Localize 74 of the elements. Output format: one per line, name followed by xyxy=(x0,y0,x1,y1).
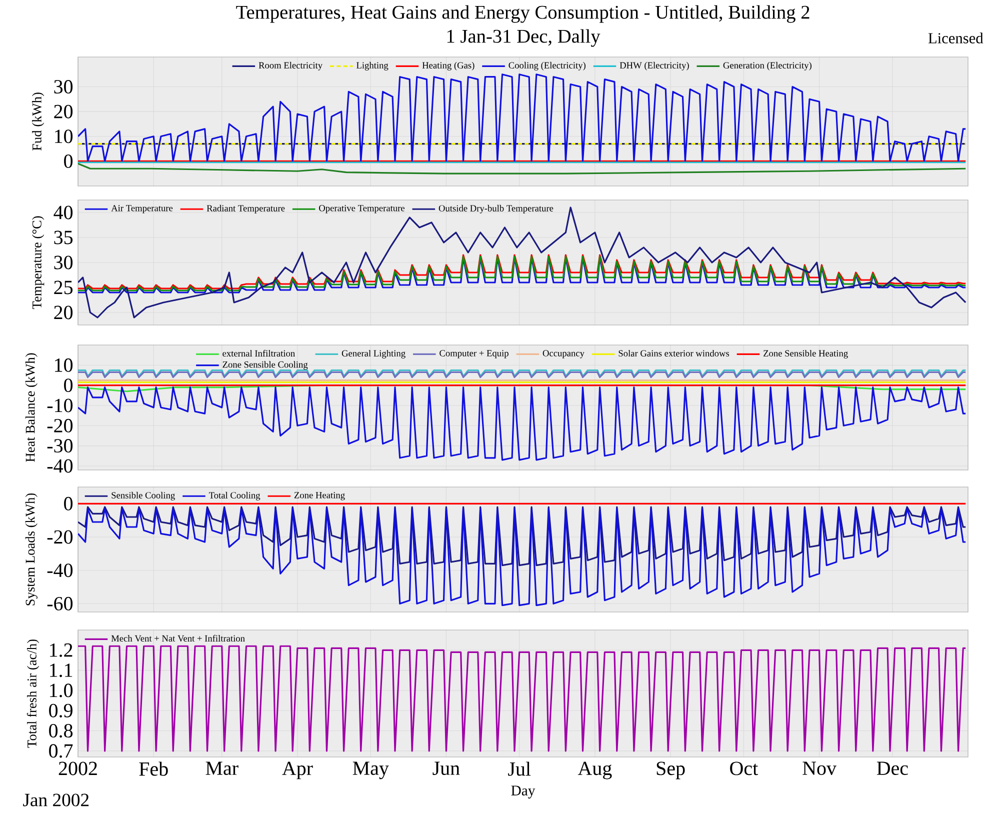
y-tick-label: 10 xyxy=(55,130,73,144)
x-tick-label: Mar xyxy=(206,762,238,775)
legend-label: Zone Sensible Cooling xyxy=(222,361,308,370)
x-tick-label: Sep xyxy=(656,762,685,780)
line-series xyxy=(78,386,966,461)
y-tick-label: 0.7 xyxy=(49,744,73,758)
y-tick-label: 1.1 xyxy=(50,664,72,678)
y-tick-label: -40 xyxy=(47,459,73,473)
legend-label: external Infiltration xyxy=(222,350,295,357)
y-axis-title: Heat Balance (kWh) xyxy=(25,353,38,462)
legend-label: Occupancy xyxy=(542,350,584,358)
y-tick-label: 20 xyxy=(54,104,73,118)
line-series xyxy=(78,645,966,752)
x-tick-label: Apr xyxy=(282,762,313,780)
text: Licensed xyxy=(928,32,984,44)
x-tick-label: May xyxy=(352,762,389,780)
y-tick-label: -20 xyxy=(47,530,73,544)
y-tick-label: 1.0 xyxy=(50,684,73,698)
x-tick-label: Jul xyxy=(508,762,531,776)
legend-label: Air Temperature xyxy=(111,205,173,214)
legend-label: Operative Temperature xyxy=(319,205,404,214)
legend-label: Generation (Electricity) xyxy=(723,62,812,70)
y-tick-label: 30 xyxy=(54,80,73,94)
y-tick-label: 10 xyxy=(55,358,73,372)
x-axis-title: Day xyxy=(511,786,536,798)
legend-label: DHW (Electricity) xyxy=(620,62,689,70)
line-series xyxy=(78,74,966,162)
chart-subtitle: 1 Jan-31 Dec, Dally xyxy=(447,29,600,47)
legend-label: Cooling (Electricity) xyxy=(508,62,586,70)
y-tick-label: 40 xyxy=(54,206,73,220)
line-series xyxy=(78,506,966,566)
y-tick-label: -10 xyxy=(47,398,73,412)
legend-label: Mech Vent + Nat Vent + Infiltration xyxy=(111,634,245,642)
y-tick-label: -60 xyxy=(47,596,73,610)
y-tick-label: -40 xyxy=(47,564,73,578)
x-tick-label: Feb xyxy=(139,762,168,776)
y-tick-label: 0 xyxy=(64,496,73,510)
y-tick-label: -20 xyxy=(47,418,73,432)
legend-label: Zone Heating xyxy=(294,492,345,500)
legend-label: Solar Gains exterior windows xyxy=(618,350,730,356)
line-series xyxy=(78,162,966,174)
legend-label: Radiant Temperature xyxy=(206,204,285,214)
y-tick-label: 25 xyxy=(54,280,73,294)
x-tick-label: Aug xyxy=(578,762,612,780)
y-tick-label: 0.9 xyxy=(49,704,72,718)
y-tick-label: 30 xyxy=(54,256,73,270)
y-tick-label: -30 xyxy=(47,439,73,453)
y-axis-title: System Loads (kWh) xyxy=(25,493,38,606)
y-tick-label: 20 xyxy=(54,306,73,320)
legend-label: Lighting xyxy=(356,62,388,70)
line-series xyxy=(78,508,966,606)
x-tick-label: Jun xyxy=(432,762,460,775)
y-tick-label: 0.8 xyxy=(49,724,73,738)
legend-label: Zone Sensible Heating xyxy=(764,350,848,358)
legend-label: Total Cooling xyxy=(208,492,260,500)
legend-label: Outside Dry-bulb Temperature xyxy=(438,204,554,214)
y-tick-label: 1.2 xyxy=(50,643,72,657)
legend-label: Computer + Equip xyxy=(440,350,508,358)
y-tick-label: 0 xyxy=(64,154,73,168)
y-tick-label: 35 xyxy=(54,230,73,244)
y-axis-title: Temperature (°C) xyxy=(32,216,44,310)
y-tick-label: 0 xyxy=(64,378,73,392)
legend-label: Room Electricity xyxy=(258,62,323,70)
x-tick-label: Dec xyxy=(876,762,908,775)
legend-label: Sensible Cooling xyxy=(112,492,175,500)
x-tick-label: Nov xyxy=(802,762,836,775)
x-tick-label: Oct xyxy=(730,762,758,776)
chart-title: Temperatures, Heat Gains and Energy Consumption - Untitled, Building 2 xyxy=(236,5,810,23)
legend-label: Heating (Gas) xyxy=(422,62,474,70)
y-axis-title: Fud (kWh) xyxy=(32,92,44,151)
legend-label: General Lighting xyxy=(342,350,406,358)
text: Jan 2002 xyxy=(23,794,89,806)
y-axis-title: Total fresh air (ac/h) xyxy=(26,640,40,748)
x-tick-label: 2002 xyxy=(58,762,97,776)
